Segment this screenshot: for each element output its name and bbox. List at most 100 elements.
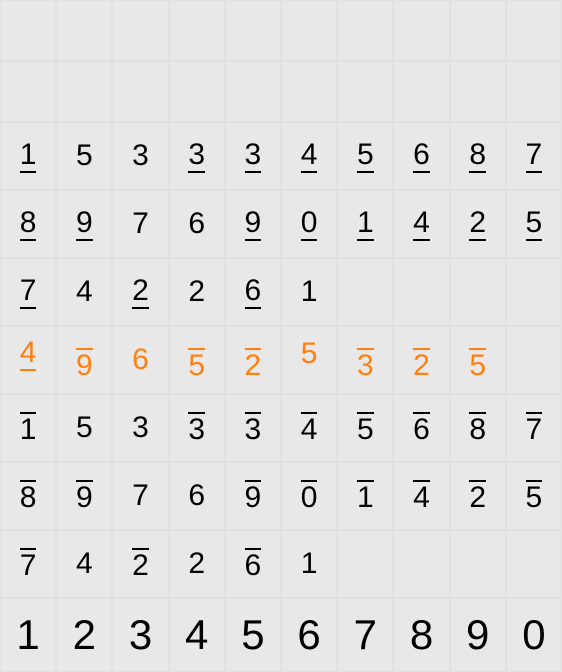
grid-cell: 3 [225,394,281,462]
grid-digit: 1 [301,277,318,307]
grid-digit: 5 [357,412,374,445]
grid-digit: 8 [20,480,37,513]
grid-digit: 6 [188,481,205,511]
grid-cell: 7 [506,394,562,462]
grid-cell: 6 [112,326,168,394]
grid-digit: 6 [413,140,430,173]
grid-cell: 9 [56,190,112,258]
grid-digit: 9 [76,348,93,381]
grid-cell: 9 [225,190,281,258]
grid-digit: 7 [526,412,543,445]
grid-cell [0,0,56,61]
grid-cell [281,0,337,61]
grid-digit: 6 [132,345,149,375]
grid-cell: 4 [0,326,56,394]
grid-cell[interactable]: 2 [56,598,112,672]
grid-cell[interactable]: 4 [169,598,225,672]
keypad-digit[interactable]: 3 [129,614,152,656]
grid-cell [112,0,168,61]
keypad-digit[interactable]: 7 [354,614,377,656]
grid-cell [337,530,393,598]
grid-cell: 4 [281,122,337,190]
grid-cell: 8 [0,190,56,258]
grid-cell [450,61,506,122]
grid-digit: 7 [20,276,37,309]
grid-cell: 4 [281,394,337,462]
grid-digit: 7 [132,481,149,511]
grid-digit: 8 [469,412,486,445]
grid-cell[interactable]: 9 [450,598,506,672]
keypad-digit[interactable]: 8 [410,614,433,656]
grid-cell [506,0,562,61]
grid-digit: 4 [413,208,430,241]
grid-cell: 2 [112,258,168,326]
grid-cell [337,0,393,61]
grid-cell [393,530,449,598]
grid-digit: 7 [20,548,37,581]
grid-cell: 1 [337,190,393,258]
grid-cell: 3 [112,122,168,190]
keypad-digit[interactable]: 9 [466,614,489,656]
grid-digit: 4 [413,480,430,513]
grid-digit: 5 [526,480,543,513]
grid-digit: 9 [76,208,93,241]
grid-digit: 3 [245,140,262,173]
grid-digit: 4 [76,549,93,579]
grid-cell: 5 [450,326,506,394]
grid-digit: 6 [188,209,205,239]
keypad-digit[interactable]: 1 [16,614,39,656]
keypad-digit[interactable]: 2 [73,614,96,656]
grid-cell: 7 [112,462,168,530]
grid-digit: 4 [20,338,37,371]
grid-cell[interactable]: 8 [393,598,449,672]
grid-digit: 8 [20,208,37,241]
grid-cell [112,61,168,122]
grid-cell[interactable]: 1 [0,598,56,672]
grid-digit: 3 [357,348,374,381]
grid-cell: 1 [0,122,56,190]
grid-cell: 2 [225,326,281,394]
grid-cell[interactable]: 6 [281,598,337,672]
grid-cell: 8 [450,394,506,462]
grid-cell [506,530,562,598]
grid-digit: 9 [76,480,93,513]
grid-cell [506,258,562,326]
grid-cell: 7 [0,530,56,598]
grid-cell: 5 [56,394,112,462]
grid-cell: 3 [169,122,225,190]
grid-cell [56,0,112,61]
keypad-digit[interactable]: 5 [241,614,264,656]
grid-cell: 2 [112,530,168,598]
grid-cell [169,0,225,61]
grid-digit: 3 [245,412,262,445]
grid-cell[interactable]: 7 [337,598,393,672]
grid-cell: 8 [0,462,56,530]
grid-cell: 3 [337,326,393,394]
grid-cell [506,326,562,394]
grid-cell[interactable]: 5 [225,598,281,672]
grid-digit: 4 [301,412,318,445]
grid-digit: 1 [20,412,37,445]
keypad-digit[interactable]: 4 [185,614,208,656]
number-grid: 1533345687897690142574226149652532515333… [0,0,562,672]
grid-cell: 8 [450,122,506,190]
grid-digit: 5 [188,348,205,381]
grid-digit: 4 [76,277,93,307]
keypad-digit[interactable]: 0 [522,614,545,656]
grid-cell: 5 [281,326,337,394]
grid-cell: 3 [225,122,281,190]
grid-cell: 4 [56,530,112,598]
grid-digit: 7 [526,140,543,173]
grid-cell[interactable]: 3 [112,598,168,672]
grid-cell: 6 [393,122,449,190]
grid-digit: 3 [132,413,149,443]
grid-cell[interactable]: 0 [506,598,562,672]
keypad-digit[interactable]: 6 [297,614,320,656]
grid-digit: 1 [301,549,318,579]
grid-cell: 4 [56,258,112,326]
grid-digit: 5 [469,348,486,381]
grid-cell: 7 [0,258,56,326]
grid-digit: 3 [132,141,149,171]
grid-cell: 2 [450,190,506,258]
grid-digit: 9 [245,480,262,513]
